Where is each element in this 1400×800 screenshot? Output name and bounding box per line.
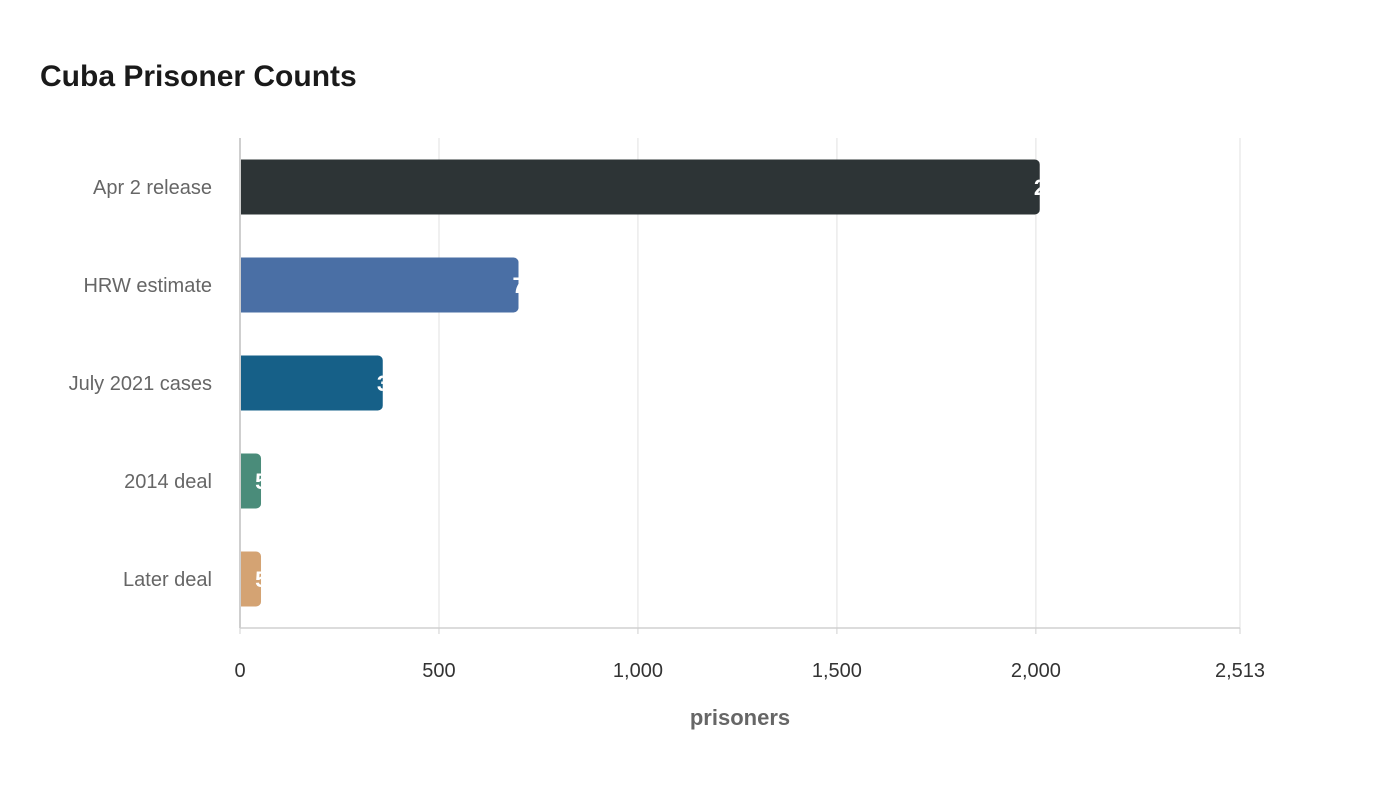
bar [240,551,262,607]
data-label: 700 [513,273,550,298]
bar [240,257,519,313]
y-tick-label: HRW estimate [83,275,212,297]
data-label: 53 [255,567,279,592]
chart-title: Cuba Prisoner Counts [40,60,357,93]
x-tick-label: 2,000 [1011,660,1061,682]
x-tick-label: 2,513 [1215,660,1265,682]
y-tick-label: Later deal [123,569,212,591]
y-tick-label: Apr 2 release [93,177,212,199]
bar [240,159,1040,215]
x-tick-label: 1,500 [812,660,862,682]
data-label: 53 [255,469,279,494]
y-tick-label: 2014 deal [124,471,212,493]
y-tick-label: July 2021 cases [69,373,212,395]
x-axis-title: prisoners [690,705,790,730]
bar [240,453,262,509]
x-tick-label: 0 [234,660,245,682]
data-label: 359 [377,371,414,396]
x-tick-label: 500 [422,660,455,682]
x-tick-label: 1,000 [613,660,663,682]
bar [240,355,383,411]
data-label: 2010 [1034,175,1083,200]
